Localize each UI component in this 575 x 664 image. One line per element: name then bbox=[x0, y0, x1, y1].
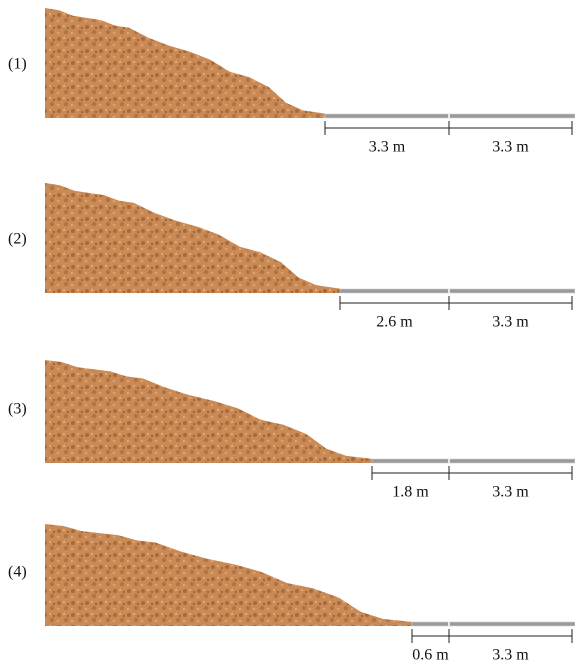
soil-slope bbox=[45, 524, 412, 626]
dimension-label: 3.3 m bbox=[492, 314, 529, 331]
panel-label: (2) bbox=[8, 231, 27, 248]
dimension-label: 3.3 m bbox=[492, 647, 529, 664]
panel-label: (4) bbox=[8, 564, 27, 581]
conveyor-plate bbox=[339, 288, 575, 294]
panel-label: (1) bbox=[8, 56, 27, 73]
conveyor-plate bbox=[411, 621, 575, 627]
dimension-label: 2.6 m bbox=[376, 314, 413, 331]
dimension-label: 3.3 m bbox=[492, 139, 529, 156]
soil-slope bbox=[45, 8, 325, 118]
dimension-label: 3.3 m bbox=[492, 484, 529, 501]
conveyor-plate bbox=[324, 113, 575, 119]
conveyor-plate bbox=[371, 458, 575, 464]
soil-slope bbox=[45, 360, 372, 463]
dimension-label: 1.8 m bbox=[392, 484, 429, 501]
soil-slope bbox=[45, 183, 340, 293]
dimension-label: 0.6 m bbox=[412, 647, 449, 664]
dimension-label: 3.3 m bbox=[369, 139, 406, 156]
panel-label: (3) bbox=[8, 401, 27, 418]
